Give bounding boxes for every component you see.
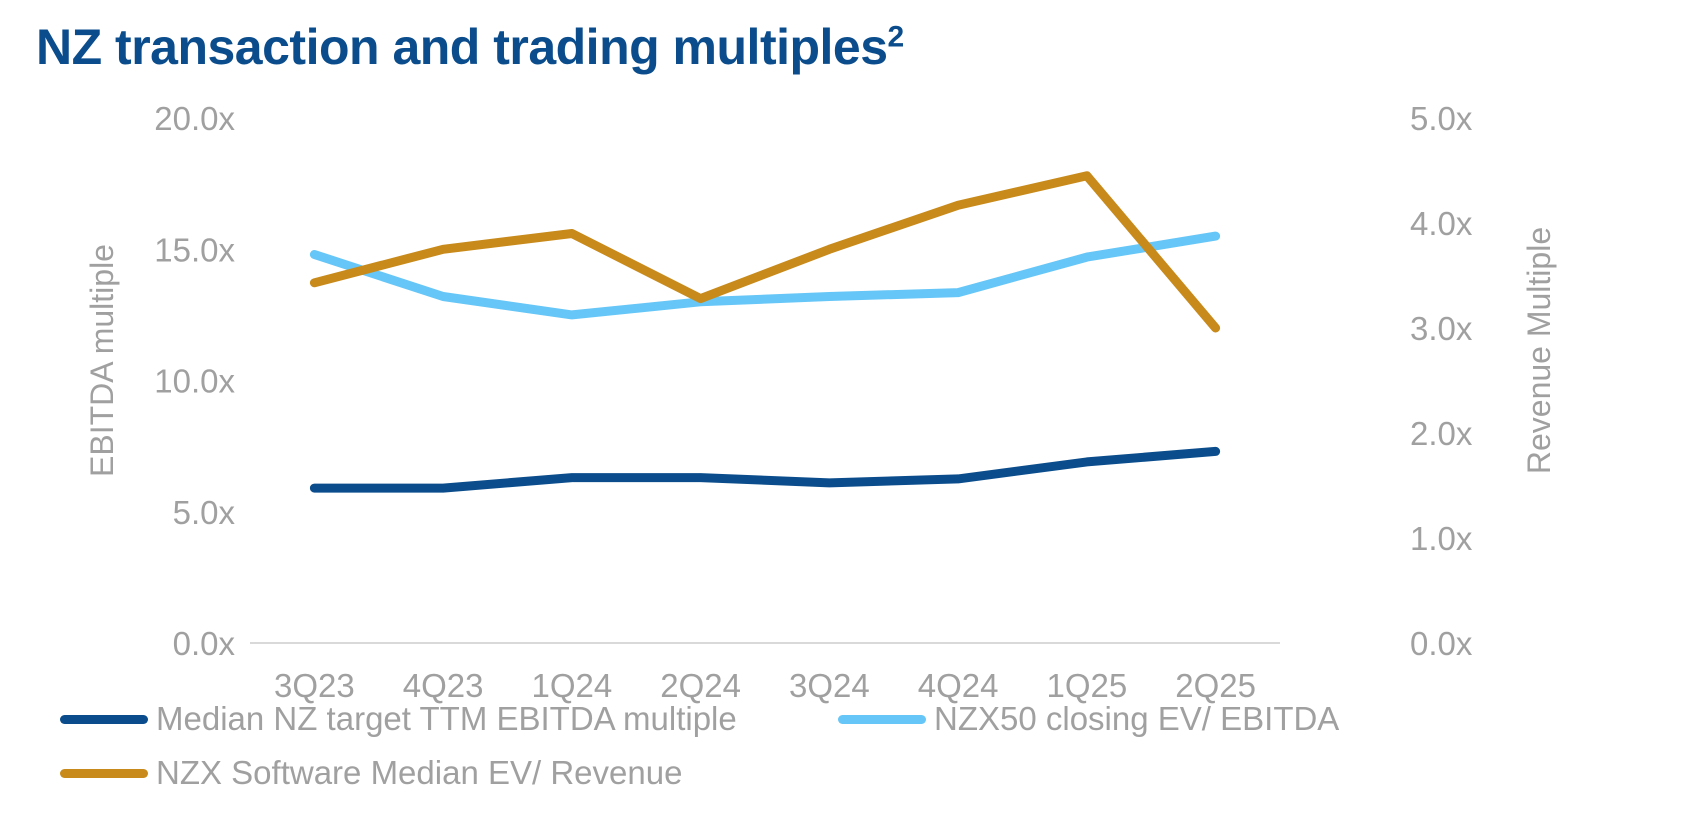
right-tick-label: 3.0x (1410, 310, 1473, 347)
legend-item-nzx50: NZX50 closing EV/ EBITDA (838, 700, 1339, 738)
series-line-0 (309, 446, 1221, 493)
right-axis-ticks: 0.0x 1.0x 2.0x 3.0x 4.0x 5.0x (1410, 100, 1473, 662)
legend-swatch-nzx50 (838, 714, 926, 724)
right-tick-label: 0.0x (1410, 625, 1473, 662)
legend-swatch-software (60, 768, 148, 778)
title-footnote-marker: 2 (887, 20, 905, 54)
series-lines (309, 171, 1221, 493)
left-tick-label: 15.0x (154, 231, 235, 268)
right-tick-label: 4.0x (1410, 205, 1473, 242)
right-tick-label: 1.0x (1410, 520, 1473, 557)
x-axis-ticks: 3Q23 4Q23 1Q24 2Q24 3Q24 4Q24 1Q25 2Q25 (274, 667, 1256, 704)
right-tick-label: 5.0x (1410, 100, 1473, 137)
x-tick-label: 2Q25 (1175, 667, 1256, 704)
x-tick-label: 4Q24 (918, 667, 999, 704)
left-axis-title: EBITDA multiple (84, 244, 120, 477)
legend-label-median-nz: Median NZ target TTM EBITDA multiple (156, 700, 737, 737)
right-axis-title: Revenue Multiple (1521, 227, 1557, 474)
x-tick-label: 4Q23 (403, 667, 484, 704)
legend-item-median-nz: Median NZ target TTM EBITDA multiple (60, 700, 737, 738)
legend-label-software: NZX Software Median EV/ Revenue (156, 754, 683, 791)
series-line-2 (309, 171, 1221, 333)
left-tick-label: 20.0x (154, 100, 235, 137)
series-line-1 (309, 231, 1221, 320)
chart-title: NZ transaction and trading multiples2 (36, 19, 905, 75)
right-tick-label: 2.0x (1410, 415, 1473, 452)
legend-item-software: NZX Software Median EV/ Revenue (60, 754, 682, 792)
left-tick-label: 5.0x (173, 494, 236, 531)
left-tick-label: 0.0x (173, 625, 236, 662)
legend-swatch-median-nz (60, 714, 148, 724)
left-tick-label: 10.0x (154, 363, 235, 400)
left-axis-ticks: 0.0x 5.0x 10.0x 15.0x 20.0x (154, 100, 235, 662)
legend-label-nzx50: NZX50 closing EV/ EBITDA (934, 700, 1340, 737)
x-tick-label: 3Q24 (789, 667, 870, 704)
x-tick-label: 2Q24 (660, 667, 741, 704)
x-tick-label: 1Q25 (1047, 667, 1128, 704)
x-tick-label: 1Q24 (532, 667, 613, 704)
x-tick-label: 3Q23 (274, 667, 355, 704)
